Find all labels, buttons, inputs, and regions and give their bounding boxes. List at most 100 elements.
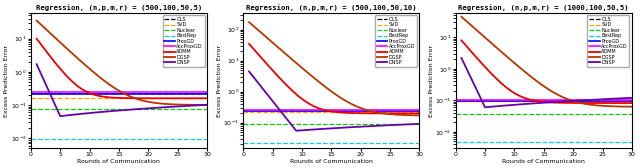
DGSP <box>33 20 40 22</box>
DGSP <box>337 97 345 99</box>
DNSP <box>115 110 123 112</box>
SVD <box>415 111 423 113</box>
OLS <box>415 109 423 111</box>
AccProxGD <box>199 91 207 93</box>
ProxGD <box>624 100 632 102</box>
BestRep <box>452 141 460 143</box>
BestRep <box>624 141 632 143</box>
OLS <box>324 109 332 111</box>
ADMM <box>114 97 122 99</box>
ProxGD <box>547 100 555 102</box>
AccProxGD <box>628 99 636 101</box>
SVD <box>204 97 211 99</box>
ADMM <box>415 112 423 114</box>
ADMM <box>327 110 335 112</box>
Nuclear <box>384 123 392 125</box>
DGSP <box>559 96 567 98</box>
Line: DNSP: DNSP <box>36 64 207 116</box>
DGSP <box>347 102 355 104</box>
SVD <box>628 100 636 102</box>
OLS <box>536 99 544 101</box>
DGSP <box>539 84 547 86</box>
ProxGD <box>412 110 419 112</box>
X-axis label: Rounds of Communication: Rounds of Communication <box>290 159 372 164</box>
DNSP <box>326 127 334 129</box>
Legend: OLS, SVD, Nuclear, BestRep, ProxGD, AccProxGD, ADMM, DGSP, DNSP: OLS, SVD, Nuclear, BestRep, ProxGD, AccP… <box>375 15 417 67</box>
DNSP <box>125 109 133 111</box>
SVD <box>557 100 564 102</box>
DGSP <box>458 16 465 18</box>
DGSP <box>115 90 122 92</box>
ADMM <box>458 39 465 41</box>
BestRep <box>27 138 35 140</box>
DGSP <box>624 106 632 108</box>
DGSP <box>628 106 636 108</box>
SVD <box>596 100 604 102</box>
X-axis label: Rounds of Communication: Rounds of Communication <box>502 159 585 164</box>
ADMM <box>540 101 547 103</box>
DGSP <box>327 90 335 92</box>
BestRep <box>239 142 247 144</box>
Nuclear <box>415 123 423 125</box>
DNSP <box>481 106 489 108</box>
DNSP <box>56 115 64 117</box>
OLS <box>557 99 564 101</box>
OLS <box>204 92 211 94</box>
SVD <box>239 111 247 113</box>
SVD <box>323 111 331 113</box>
SVD <box>199 97 207 99</box>
BestRep <box>596 141 604 143</box>
BestRep <box>112 138 120 140</box>
SVD <box>344 111 352 113</box>
ProxGD <box>324 110 332 112</box>
ProxGD <box>323 110 331 112</box>
AccProxGD <box>415 109 423 111</box>
DNSP <box>292 130 300 132</box>
ADMM <box>412 112 419 114</box>
Nuclear <box>412 123 419 125</box>
AccProxGD <box>344 109 352 111</box>
AccProxGD <box>384 109 392 111</box>
OLS <box>199 92 207 94</box>
ProxGD <box>536 100 543 102</box>
AccProxGD <box>624 99 632 101</box>
BestRep <box>412 142 419 144</box>
SVD <box>122 97 130 99</box>
SVD <box>27 97 35 99</box>
Nuclear <box>239 123 247 125</box>
Nuclear <box>111 108 118 110</box>
DGSP <box>326 89 334 91</box>
DNSP <box>114 110 122 112</box>
ADMM <box>204 97 211 99</box>
OLS <box>132 92 140 94</box>
OLS <box>239 109 247 111</box>
OLS <box>344 109 352 111</box>
ADMM <box>173 97 180 99</box>
BestRep <box>547 141 555 143</box>
Line: ADMM: ADMM <box>36 39 207 98</box>
Title: Regression, (n,p,m,r) = (1000,100,50,5): Regression, (n,p,m,r) = (1000,100,50,5) <box>458 4 629 11</box>
AccProxGD <box>112 91 120 93</box>
OLS <box>27 92 35 94</box>
ProxGD <box>557 100 564 102</box>
DGSP <box>540 85 547 87</box>
ProxGD <box>172 93 179 95</box>
BestRep <box>111 138 118 140</box>
Line: DGSP: DGSP <box>461 17 632 107</box>
ADMM <box>385 112 392 114</box>
ProxGD <box>335 110 342 112</box>
ADMM <box>326 110 334 112</box>
AccProxGD <box>324 109 332 111</box>
BestRep <box>323 142 331 144</box>
DNSP <box>559 100 567 102</box>
DNSP <box>173 106 180 108</box>
AccProxGD <box>547 99 555 101</box>
OLS <box>452 99 460 101</box>
ProxGD <box>132 93 140 95</box>
DNSP <box>539 102 547 104</box>
Nuclear <box>335 123 342 125</box>
ADMM <box>134 97 142 99</box>
BestRep <box>344 142 352 144</box>
SVD <box>335 111 342 113</box>
DGSP <box>125 95 132 97</box>
